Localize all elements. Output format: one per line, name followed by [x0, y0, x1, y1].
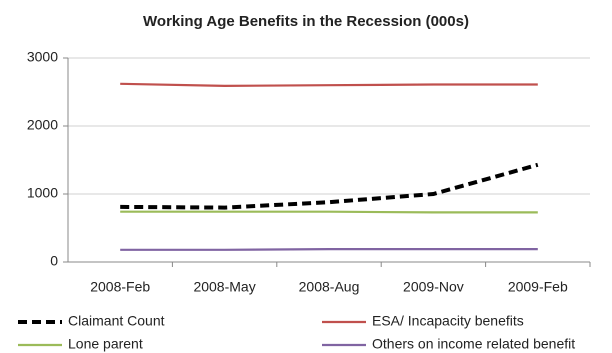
y-tick-label: 0	[50, 253, 58, 269]
series-line	[120, 248, 538, 251]
y-tick-label: 1000	[27, 185, 58, 201]
series-line	[120, 210, 538, 214]
chart-title: Working Age Benefits in the Recession (0…	[143, 13, 469, 30]
legend-label: Others on income related benefit	[372, 336, 575, 352]
x-tick-label: 2008-Feb	[90, 279, 150, 295]
series-line	[120, 82, 538, 88]
y-tick-label: 3000	[27, 49, 58, 65]
x-tick-label: 2008-May	[193, 279, 255, 295]
legend-label: Lone parent	[68, 336, 143, 352]
x-tick-label: 2009-Feb	[508, 279, 568, 295]
y-tick-label: 2000	[27, 117, 58, 133]
x-tick-label: 2009-Nov	[403, 279, 464, 295]
x-tick-label: 2008-Aug	[299, 279, 360, 295]
legend-label: ESA/ Incapacity benefits	[372, 313, 524, 329]
series-line	[120, 162, 539, 210]
legend-label: Claimant Count	[68, 313, 165, 329]
